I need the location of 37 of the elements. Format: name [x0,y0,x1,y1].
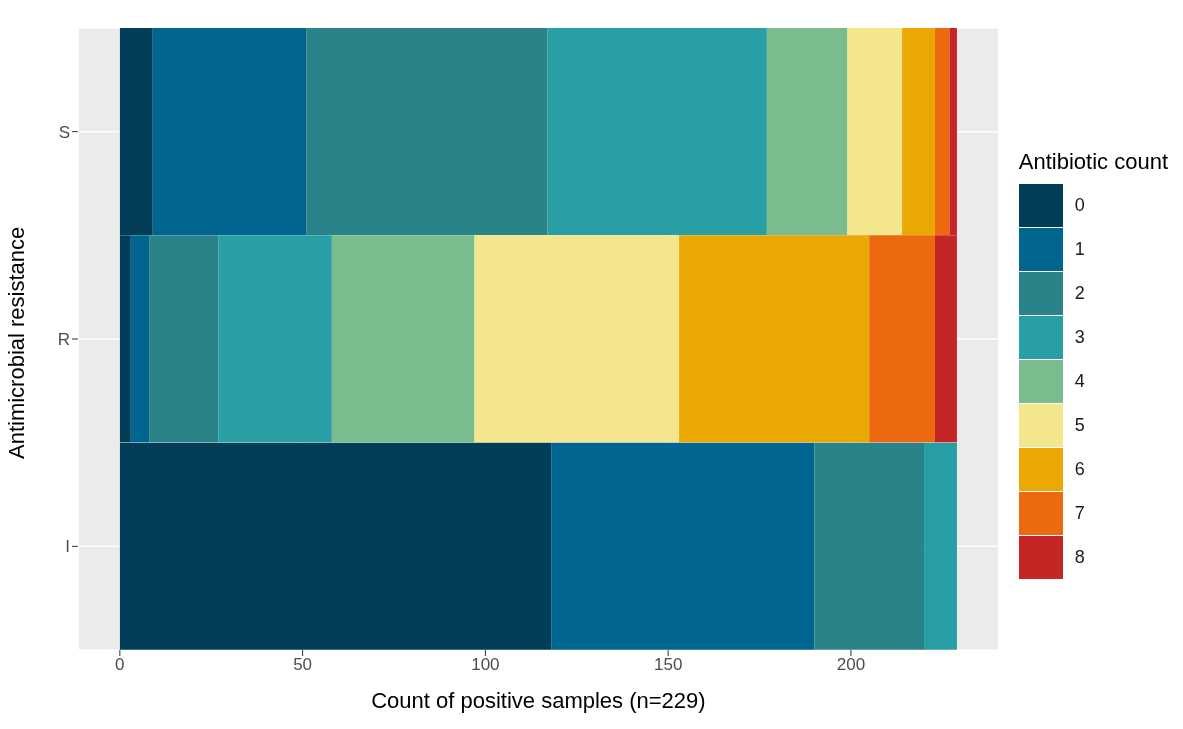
bar [306,28,548,235]
bar [924,442,957,650]
y-tick-label: R [57,330,70,350]
bar [766,28,848,235]
bar [331,235,475,443]
legend-label: 0 [1074,194,1085,216]
legend-label: 7 [1074,502,1085,524]
bar [935,28,950,235]
x-axis-title: Count of positive samples (n=229) [371,688,706,713]
bar [152,28,307,235]
x-tick-label: 200 [836,655,866,675]
x-tick-label: 150 [653,655,683,675]
bar [679,235,870,443]
bar [869,235,936,443]
legend-label: 5 [1074,414,1085,436]
bar [814,442,925,650]
x-tick-label: 50 [293,655,313,675]
bar [547,28,767,235]
y-axis-title: Antimicrobial resistance [3,226,29,459]
bar [847,28,903,235]
legend-label: 4 [1074,370,1085,392]
bar [130,235,150,443]
bar [218,235,332,443]
bar [902,28,936,235]
bar [149,235,219,443]
bar [474,235,680,443]
legend-label: 6 [1074,458,1085,480]
legend-title: Antibiotic count [1018,149,1168,175]
y-tick-label: S [58,122,70,142]
legend-label: 8 [1074,546,1085,568]
legend-label: 3 [1074,326,1085,348]
x-tick-label: 0 [115,655,125,675]
bar [551,442,815,650]
y-tick-label: I [65,537,70,557]
legend-label: 1 [1074,238,1085,260]
x-tick-label: 100 [471,655,500,675]
legend-label: 2 [1074,282,1085,304]
